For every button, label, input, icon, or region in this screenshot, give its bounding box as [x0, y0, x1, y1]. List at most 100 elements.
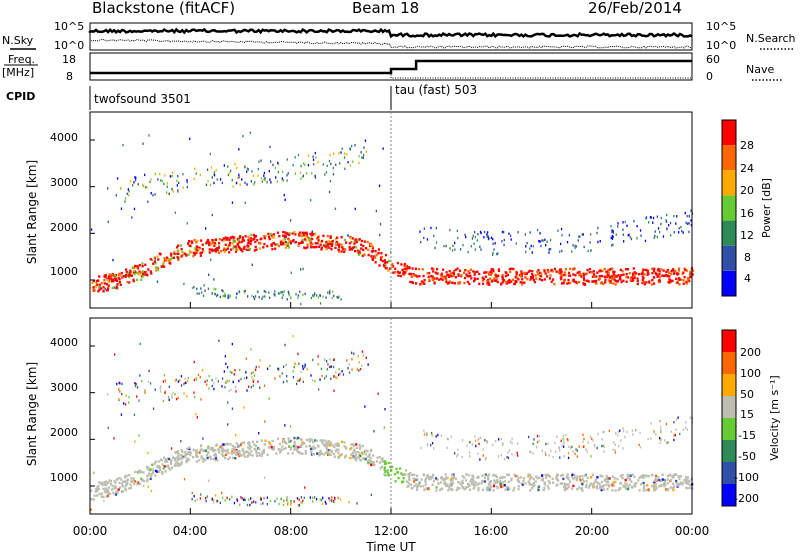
power-point [688, 222, 690, 225]
velocity-point [378, 456, 381, 459]
power-point [288, 232, 291, 235]
power-point [451, 281, 454, 285]
velocity-point [530, 487, 534, 490]
power-point [300, 268, 302, 271]
velocity-point [177, 453, 180, 457]
power-point [253, 249, 256, 252]
power-point [289, 240, 292, 243]
velocity-point [206, 495, 208, 498]
velocity-point [489, 483, 492, 486]
velocity-point [152, 471, 155, 475]
velocity-point [217, 380, 219, 383]
velocity-point [628, 478, 631, 481]
velocity-point [570, 475, 573, 478]
velocity-point [165, 459, 168, 462]
velocity-point [193, 495, 195, 498]
velocity-point [199, 449, 202, 452]
velocity-point [214, 444, 217, 447]
velocity-point [559, 456, 561, 459]
velocity-point [350, 447, 353, 450]
velocity-point [683, 478, 686, 482]
velocity-point [324, 439, 327, 443]
velocity-point [555, 484, 558, 487]
velocity-point [624, 485, 627, 489]
velocity-point [541, 449, 543, 452]
velocity-cbar-tick: 200 [740, 346, 761, 359]
velocity-cbar-tick: 50 [740, 388, 754, 401]
velocity-point [486, 474, 490, 478]
velocity-point [260, 498, 262, 501]
power-point [236, 166, 238, 170]
power-point [578, 235, 580, 238]
power-point [297, 294, 300, 297]
velocity-point [405, 480, 409, 483]
power-point [223, 164, 225, 167]
velocity-point [106, 494, 109, 498]
power-point [312, 233, 315, 236]
velocity-point [138, 471, 141, 474]
power-point [312, 294, 314, 297]
power-point [328, 291, 331, 294]
velocity-point [666, 482, 669, 485]
velocity-point [287, 437, 290, 440]
power-point [325, 240, 328, 244]
power-point [206, 168, 209, 171]
velocity-point [191, 491, 193, 495]
velocity-point [685, 476, 688, 479]
velocity-point [608, 429, 610, 433]
power-point [337, 250, 341, 253]
velocity-point [216, 458, 219, 462]
power-point [194, 167, 196, 170]
velocity-point [204, 449, 207, 452]
velocity-point [177, 464, 180, 468]
velocity-point [486, 478, 490, 481]
velocity-point [302, 365, 304, 368]
velocity-point [500, 453, 502, 457]
velocity-point [529, 450, 531, 453]
power-point [249, 242, 252, 246]
power-point [375, 253, 378, 257]
velocity-point [513, 473, 516, 476]
power-point [254, 181, 256, 184]
velocity-point [211, 498, 213, 501]
velocity-point [482, 454, 484, 457]
power-point [210, 243, 213, 246]
velocity-point [469, 455, 471, 458]
power-point [150, 178, 152, 181]
power-point [681, 272, 684, 276]
power-point [604, 275, 607, 279]
velocity-point [149, 382, 152, 385]
power-point [120, 275, 123, 279]
velocity-point [460, 483, 463, 487]
power-point [600, 281, 603, 285]
power-point [316, 242, 319, 245]
velocity-point [138, 482, 142, 486]
power-point [199, 173, 201, 177]
power-point [247, 235, 250, 238]
power-point [517, 231, 519, 234]
velocity-point [677, 475, 680, 478]
power-point [494, 279, 497, 282]
velocity-point [231, 371, 233, 374]
velocity-point [252, 500, 255, 504]
power-point [529, 277, 533, 280]
velocity-point [481, 474, 484, 477]
velocity-point [206, 456, 209, 460]
power-point [566, 282, 569, 285]
power-point [457, 274, 460, 277]
velocity-point [663, 485, 666, 488]
power-point [371, 247, 374, 250]
velocity-point [115, 490, 118, 494]
power-point [150, 192, 152, 195]
power-point [353, 242, 356, 245]
velocity-point [255, 452, 258, 455]
velocity-point [214, 455, 217, 458]
power-point [278, 292, 280, 295]
velocity-point [180, 461, 183, 464]
power-point [300, 177, 302, 180]
velocity-point [118, 486, 122, 489]
power-point [600, 274, 603, 278]
velocity-point [239, 368, 241, 372]
velocity-point [134, 440, 136, 443]
velocity-point [601, 444, 603, 448]
